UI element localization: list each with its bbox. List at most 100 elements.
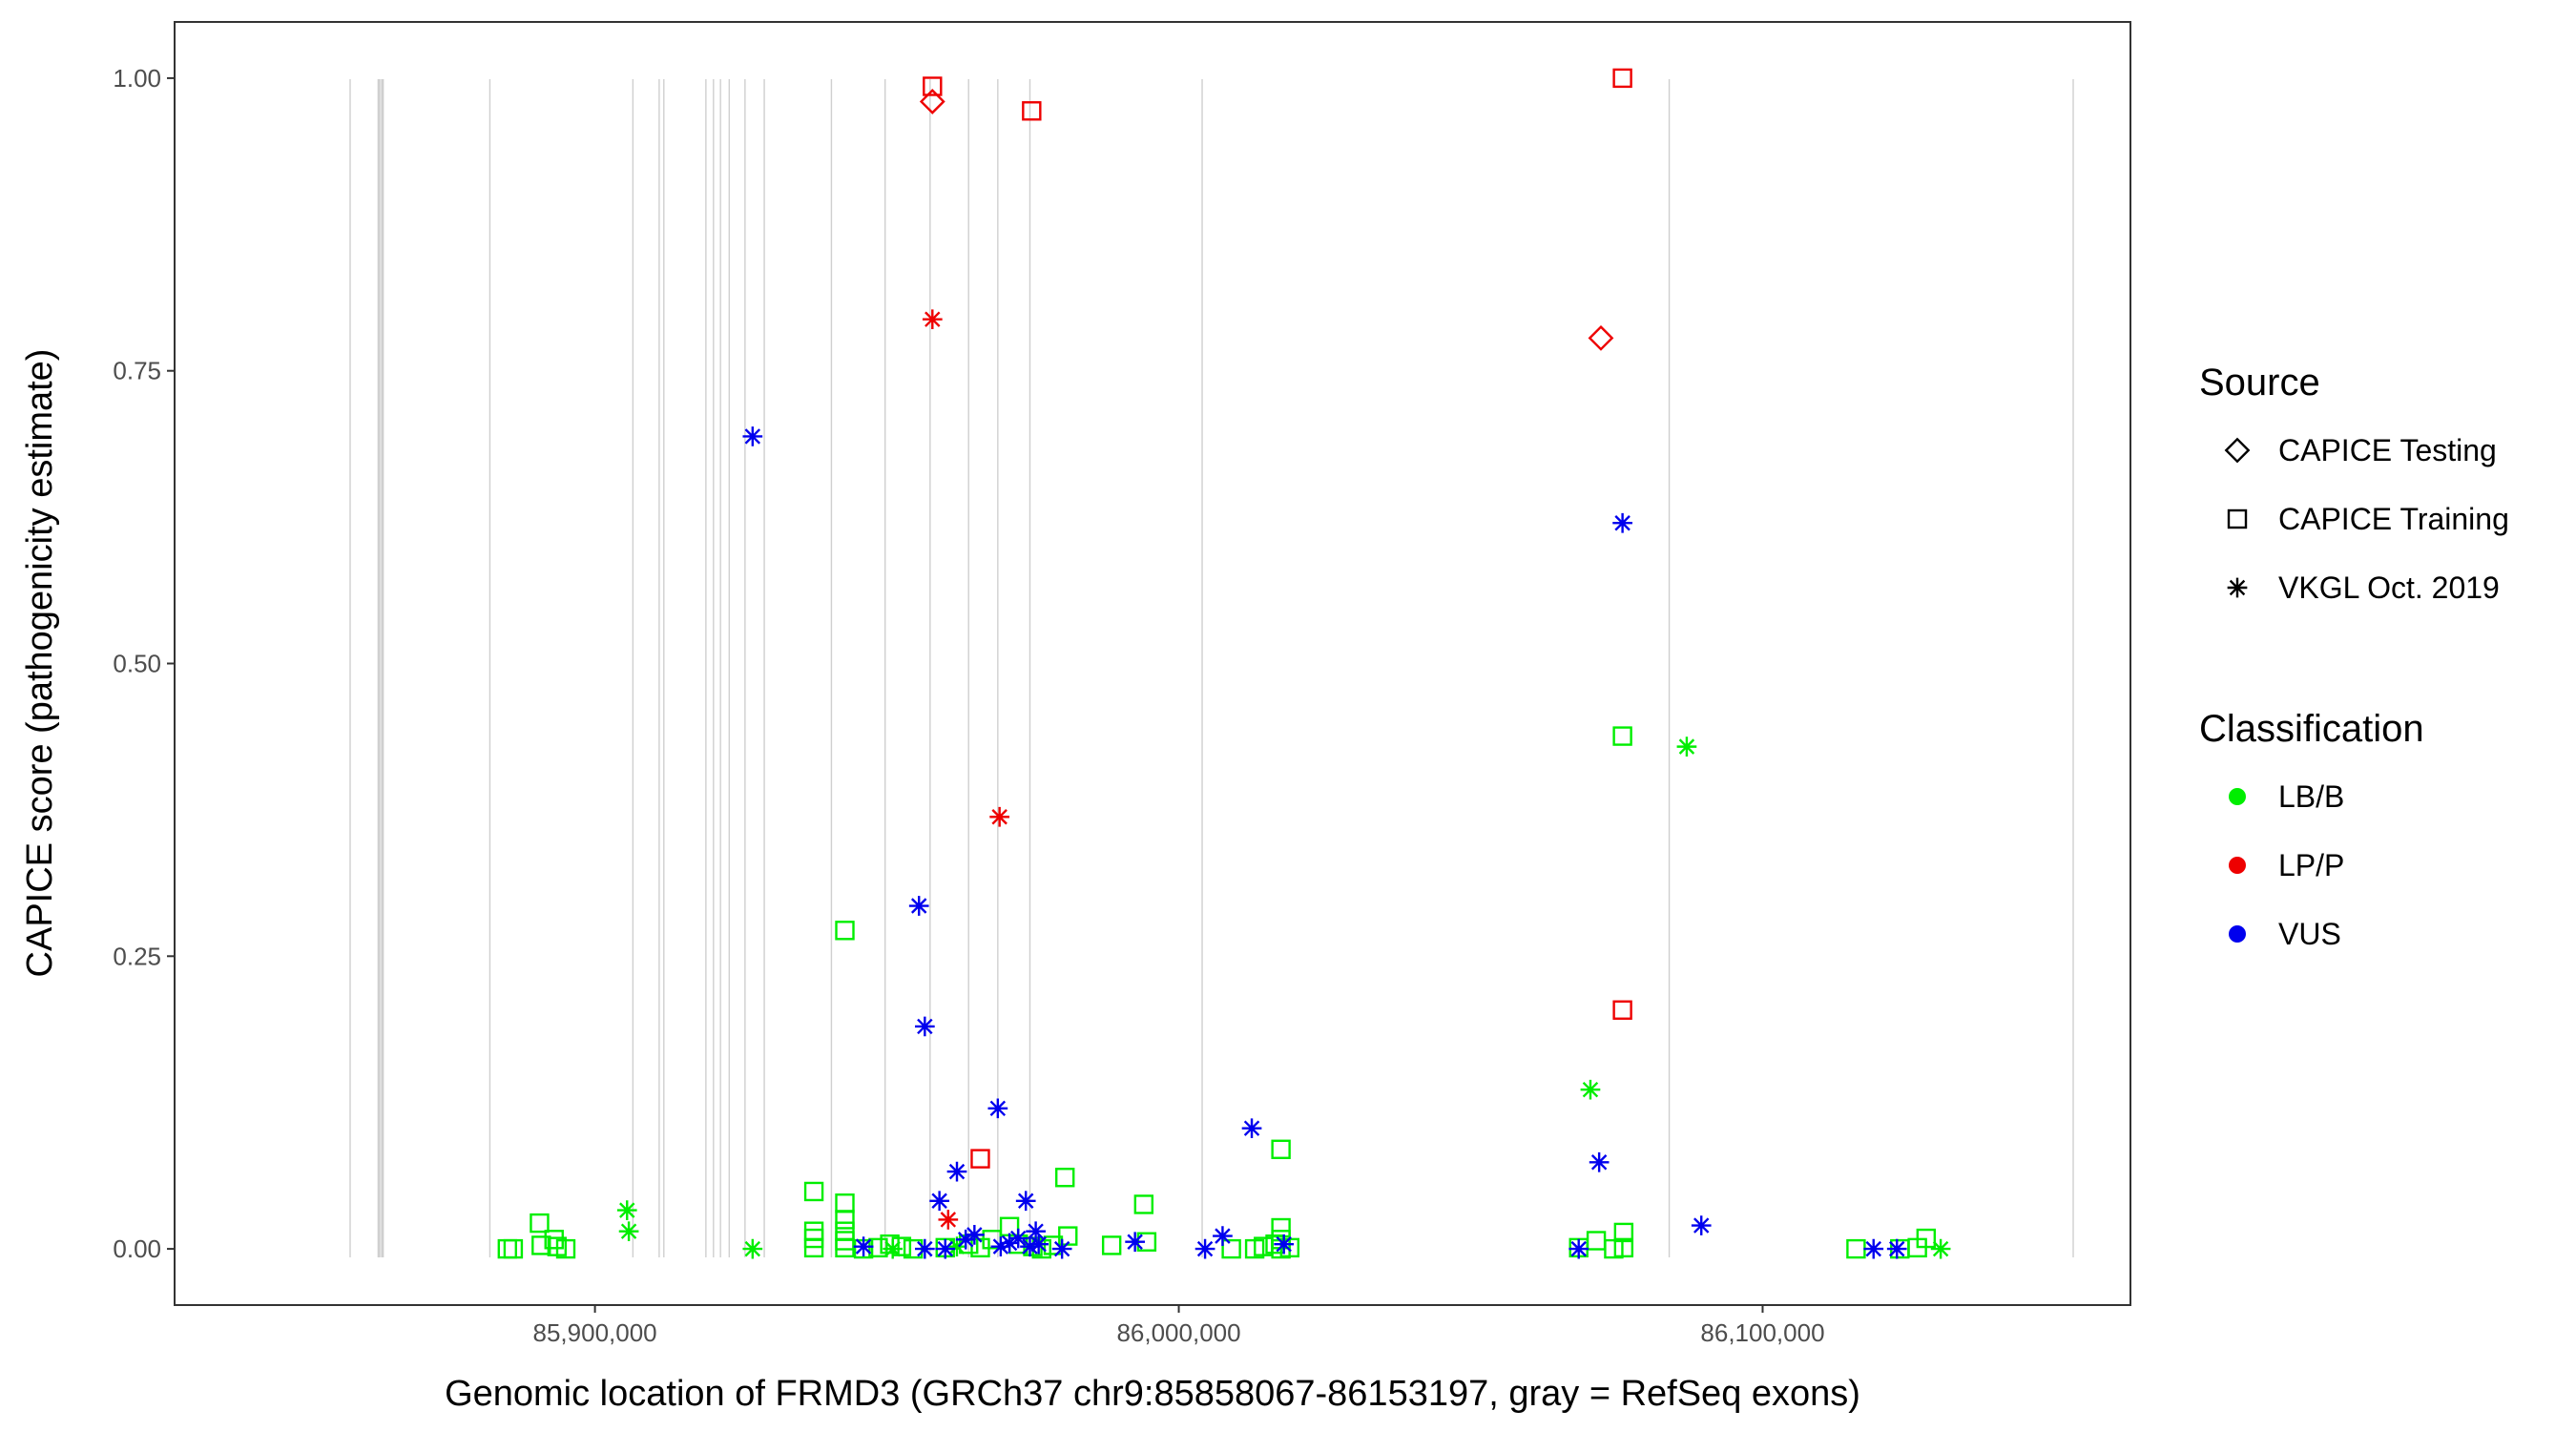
exon-lines bbox=[349, 79, 2074, 1257]
data-point-lb-b bbox=[1133, 1194, 1154, 1214]
data-point-lb-b bbox=[803, 1181, 824, 1202]
data-point-lp-p bbox=[922, 309, 943, 330]
data-point-lb-b bbox=[1612, 726, 1632, 746]
data-point-lb-b bbox=[1916, 1228, 1937, 1249]
data-point-lb-b bbox=[1221, 1238, 1241, 1259]
data-point-lb-b bbox=[618, 1221, 639, 1242]
data-point-vus bbox=[1241, 1118, 1262, 1139]
data-point-lb-b bbox=[531, 1235, 551, 1255]
data-point-vus bbox=[935, 1238, 956, 1259]
data-point-vus bbox=[1051, 1238, 1072, 1259]
data-point-vus bbox=[929, 1191, 949, 1212]
data-point-vus bbox=[946, 1161, 967, 1182]
data-point-lp-p bbox=[1612, 1000, 1632, 1020]
legend-key-square bbox=[2227, 508, 2248, 529]
data-point-lb-b bbox=[835, 1237, 855, 1258]
data-point-lp-p bbox=[1588, 324, 1614, 351]
legend-source-entries: CAPICE Testing CAPICE Training VKGL Oct. 2… bbox=[2224, 433, 2509, 605]
data-point-lb-b bbox=[946, 1236, 967, 1256]
data-point-lp-p bbox=[989, 806, 1010, 827]
x-axis: 85,900,000 86,000,000 86,100,000 bbox=[533, 1305, 1825, 1347]
legend-key-dot bbox=[2229, 857, 2246, 874]
data-point-vus bbox=[908, 896, 929, 916]
legend-classification-label: VUS bbox=[2278, 917, 2341, 951]
data-point-vus bbox=[914, 1016, 935, 1037]
legend-classification-label: LP/P bbox=[2278, 848, 2344, 882]
y-tick-label: 0.25 bbox=[113, 942, 161, 970]
data-point-lp-p bbox=[1022, 101, 1042, 121]
y-tick-label: 0.50 bbox=[113, 650, 161, 678]
data-point-vus bbox=[990, 1236, 1011, 1256]
data-point-vus bbox=[853, 1236, 874, 1256]
data-point-lp-p bbox=[923, 76, 943, 96]
data-point-vus bbox=[1026, 1221, 1046, 1242]
data-point-lb-b bbox=[803, 1237, 824, 1258]
data-point-lb-b bbox=[1930, 1238, 1951, 1259]
data-point-lb-b bbox=[1055, 1168, 1075, 1188]
data-point-vus bbox=[1008, 1228, 1028, 1249]
data-point-vus bbox=[987, 1098, 1008, 1119]
data-point-lb-b bbox=[868, 1237, 888, 1258]
data-point-lb-b bbox=[1271, 1217, 1291, 1238]
data-point-vus bbox=[1612, 512, 1632, 533]
data-point-vus bbox=[1863, 1238, 1884, 1259]
data-point-lb-b bbox=[1580, 1079, 1601, 1100]
data-point-vus bbox=[1213, 1226, 1233, 1246]
data-point-vus bbox=[1015, 1191, 1036, 1212]
data-point-lb-b bbox=[555, 1238, 576, 1259]
legend-source-title: Source bbox=[2199, 362, 2320, 404]
legend-classification-label: LB/B bbox=[2278, 779, 2344, 814]
legend-classification-title: Classification bbox=[2199, 708, 2424, 750]
data-point-vus bbox=[1028, 1234, 1049, 1255]
legend-key-dot bbox=[2229, 925, 2246, 943]
y-tick-label: 0.00 bbox=[113, 1234, 161, 1263]
data-point-vus bbox=[955, 1229, 976, 1250]
data-point-lb-b bbox=[891, 1236, 912, 1256]
data-point-vus bbox=[914, 1238, 935, 1259]
data-point-lp-p bbox=[970, 1149, 990, 1169]
data-point-lb-b bbox=[835, 921, 855, 941]
x-tick-label: 85,900,000 bbox=[533, 1318, 657, 1347]
data-point-vus bbox=[999, 1233, 1020, 1254]
x-tick-label: 86,000,000 bbox=[1116, 1318, 1240, 1347]
data-point-vus bbox=[1195, 1238, 1215, 1259]
data-point-lb-b bbox=[835, 1210, 855, 1230]
data-point-lb-b bbox=[503, 1238, 524, 1259]
data-point-lp-p bbox=[1612, 68, 1632, 89]
data-point-vus bbox=[1589, 1151, 1610, 1172]
legend-key-dot bbox=[2229, 788, 2246, 805]
data-point-vus bbox=[1568, 1238, 1589, 1259]
data-point-lb-b bbox=[1271, 1139, 1291, 1159]
legend-key-asterisk bbox=[2227, 577, 2248, 598]
data-points bbox=[497, 68, 1951, 1259]
y-axis-title: CAPICE score (pathogenicity estimate) bbox=[20, 349, 60, 978]
y-tick-label: 1.00 bbox=[113, 64, 161, 93]
data-point-vus bbox=[1020, 1236, 1040, 1256]
legend: Source CAPICE Testing CAPICE Training VKGL… bbox=[2199, 362, 2509, 951]
data-point-lb-b bbox=[742, 1238, 763, 1259]
data-point-lb-b bbox=[1613, 1222, 1634, 1243]
data-point-lb-b bbox=[616, 1200, 637, 1220]
data-point-lb-b bbox=[1676, 736, 1697, 757]
x-tick-label: 86,100,000 bbox=[1700, 1318, 1824, 1347]
data-point-lb-b bbox=[1101, 1235, 1122, 1255]
y-axis: 0.00 0.25 0.50 0.75 1.00 bbox=[113, 64, 175, 1263]
data-point-lp-p bbox=[919, 89, 945, 114]
y-tick-label: 0.75 bbox=[113, 357, 161, 385]
x-axis-title: Genomic location of FRMD3 (GRCh37 chr9:8… bbox=[445, 1374, 1860, 1414]
legend-classification-entries: LB/B LP/P VUS bbox=[2229, 779, 2344, 951]
data-point-lb-b bbox=[530, 1213, 550, 1234]
data-point-lp-p bbox=[938, 1210, 959, 1230]
data-point-vus bbox=[742, 426, 763, 446]
data-point-vus bbox=[1274, 1234, 1295, 1255]
data-point-vus bbox=[965, 1225, 985, 1245]
data-point-vus bbox=[1886, 1238, 1907, 1259]
data-point-vus bbox=[1691, 1215, 1712, 1235]
legend-source-label: VKGL Oct. 2019 bbox=[2278, 570, 2500, 605]
data-point-lb-b bbox=[1604, 1238, 1624, 1259]
legend-source-label: CAPICE Training bbox=[2278, 502, 2509, 536]
data-point-vus bbox=[1125, 1232, 1145, 1253]
legend-key-diamond bbox=[2224, 437, 2251, 464]
